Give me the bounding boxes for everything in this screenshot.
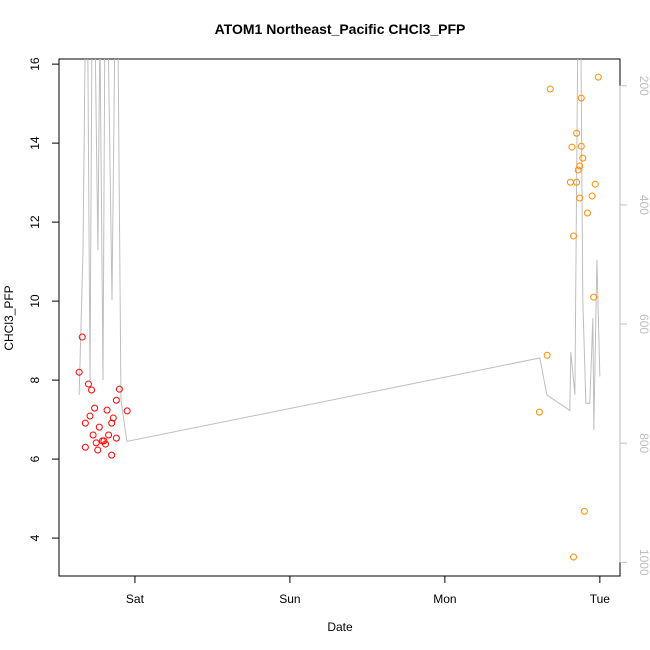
x-tick-label: Sat (126, 592, 145, 606)
x-tick-label: Sun (279, 592, 300, 606)
line-layer (78, 59, 601, 442)
data-point (123, 407, 131, 415)
data-point (535, 408, 543, 416)
data-point (590, 293, 598, 301)
data-point (594, 73, 602, 81)
data-point (568, 143, 576, 151)
y-tick-label: 4 (28, 534, 42, 541)
data-point (78, 333, 86, 341)
data-point (574, 166, 582, 174)
data-point (94, 446, 102, 454)
data-point (112, 434, 120, 442)
x-tick-label: Mon (433, 592, 456, 606)
y2-tick-label: 200 (637, 76, 650, 96)
y2-tick-label: 800 (637, 433, 650, 453)
data-point (112, 396, 120, 404)
data-point (573, 129, 581, 137)
x-axis-label: Date (327, 620, 353, 634)
data-point (577, 142, 585, 150)
data-point (591, 180, 599, 188)
data-point (576, 162, 584, 170)
y-tick-label: 8 (28, 376, 42, 383)
data-point (88, 386, 96, 394)
y-axis-label: CHCl3_PFP (2, 285, 16, 350)
data-point (570, 232, 578, 240)
y2-tick-label: 600 (637, 314, 650, 334)
data-line (78, 59, 601, 442)
data-point (81, 419, 89, 427)
data-point (579, 154, 587, 162)
data-point (89, 431, 97, 439)
y-tick-label: 6 (28, 455, 42, 462)
data-point (103, 406, 111, 414)
y2-tick-label: 400 (637, 195, 650, 215)
chart-title: ATOM1 Northeast_Pacific CHCl3_PFP (215, 21, 466, 37)
data-point (92, 439, 100, 447)
data-point (115, 385, 123, 393)
data-point (81, 443, 89, 451)
data-point (588, 192, 596, 200)
data-point (95, 423, 103, 431)
data-point (580, 507, 588, 515)
data-point (570, 553, 578, 561)
y2-tick-label: 1000 (637, 549, 650, 576)
data-point (91, 404, 99, 412)
y-tick-label: 14 (28, 136, 42, 150)
data-point (109, 414, 117, 422)
data-point (577, 94, 585, 102)
data-point (75, 368, 83, 376)
x-tick-label: Tue (590, 592, 611, 606)
data-point (105, 431, 113, 439)
y-tick-label: 12 (28, 215, 42, 229)
y-tick-label: 10 (28, 294, 42, 308)
data-point (86, 412, 94, 420)
data-point (576, 194, 584, 202)
data-point (84, 380, 92, 388)
data-point (101, 440, 109, 448)
data-point (583, 209, 591, 217)
data-point (546, 85, 554, 93)
data-point (573, 178, 581, 186)
data-point (543, 351, 551, 359)
y-tick-label: 16 (28, 57, 42, 71)
data-point (108, 451, 116, 459)
